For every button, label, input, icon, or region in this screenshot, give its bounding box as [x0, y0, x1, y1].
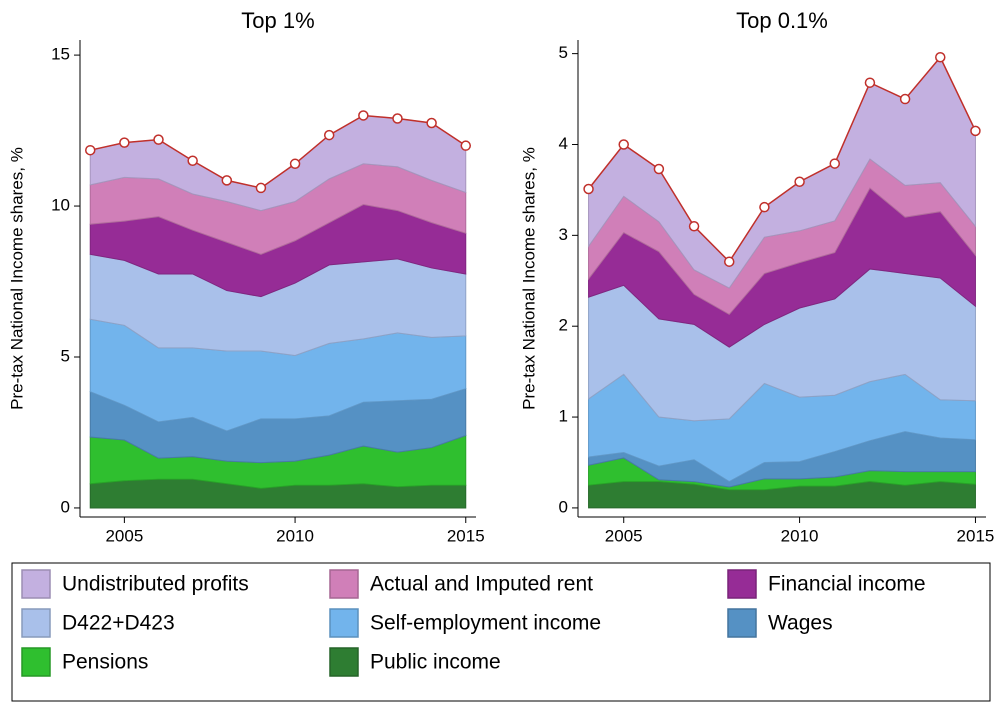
legend-swatch [727, 608, 757, 638]
total-line [90, 114, 467, 189]
y-tick-label: 0 [559, 497, 568, 516]
total-marker [323, 129, 335, 141]
y-tick-label: 2 [559, 316, 568, 335]
x-tick-label: 2005 [605, 526, 643, 545]
x-tick-label: 2015 [957, 526, 995, 545]
total-marker [426, 117, 437, 129]
total-marker [289, 158, 301, 170]
panel-title: Top 0.1% [736, 8, 828, 33]
legend-label: Financial income [768, 573, 926, 596]
total-marker [392, 113, 403, 124]
legend-label: Self-employment income [370, 612, 601, 635]
legend-swatch [21, 569, 51, 599]
total-marker [119, 137, 130, 148]
legend-label: Undistributed profits [62, 573, 249, 596]
y-axis-label: Pre-tax National Income shares, % [519, 147, 538, 410]
y-tick-label: 5 [61, 346, 70, 365]
panel-title: Top 1% [241, 8, 314, 33]
legend-swatch [329, 569, 359, 599]
x-tick-label: 2010 [276, 526, 314, 545]
total-marker [187, 155, 198, 167]
y-tick-label: 15 [51, 45, 70, 64]
total-marker [460, 140, 472, 151]
x-tick-label: 2015 [447, 526, 485, 545]
total-marker [899, 93, 911, 105]
legend-label: D422+D423 [62, 612, 175, 635]
y-axis-label: Pre-tax National Income shares, % [7, 147, 26, 410]
x-tick-label: 2005 [105, 526, 143, 545]
y-tick-label: 5 [559, 43, 568, 62]
legend-box [11, 562, 991, 702]
total-marker [84, 144, 96, 156]
y-tick-label: 10 [51, 196, 70, 215]
total-marker [255, 182, 267, 194]
legend-swatch [329, 647, 359, 677]
total-marker [358, 110, 369, 121]
total-marker [970, 125, 981, 137]
total-marker [653, 163, 665, 175]
total-marker [864, 77, 876, 88]
total-marker [618, 139, 629, 150]
total-marker [829, 158, 841, 169]
legend-swatch [727, 569, 757, 599]
legend-label: Wages [768, 612, 833, 635]
total-marker [723, 256, 735, 267]
total-marker [221, 175, 233, 186]
y-tick-label: 4 [559, 134, 568, 153]
total-marker [935, 52, 946, 63]
total-marker [759, 201, 770, 213]
legend-swatch [21, 647, 51, 677]
y-tick-label: 1 [559, 407, 568, 426]
x-tick-label: 2010 [781, 526, 819, 545]
total-line [587, 55, 977, 263]
total-marker [583, 183, 594, 195]
legend-label: Pensions [62, 651, 148, 674]
total-marker [794, 176, 805, 187]
legend-label: Actual and Imputed rent [370, 573, 593, 596]
y-tick-label: 0 [61, 497, 70, 516]
legend-label: Public income [370, 651, 501, 674]
total-marker [688, 221, 700, 232]
legend-swatch [329, 608, 359, 638]
legend-swatch [21, 608, 51, 638]
y-tick-label: 3 [559, 225, 568, 244]
total-marker [153, 134, 164, 145]
